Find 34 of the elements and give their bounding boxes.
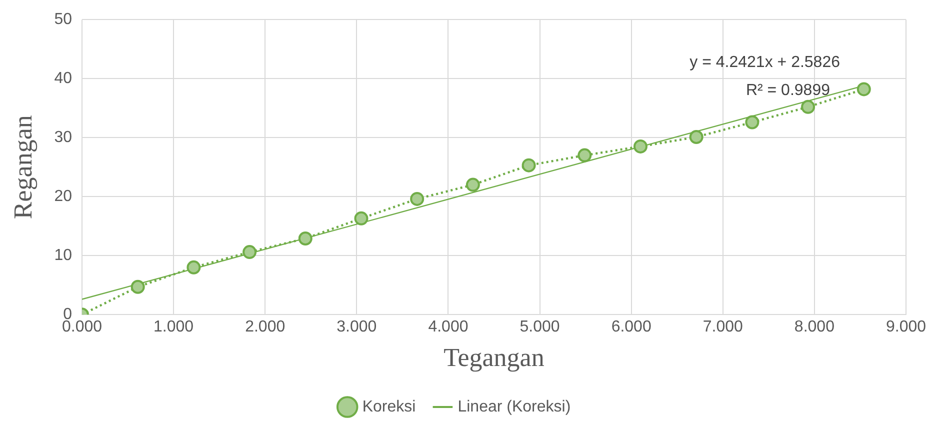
legend-label: Koreksi: [362, 398, 416, 416]
x-tick-label: 9.000: [886, 318, 926, 336]
point: [856, 82, 871, 96]
x-tick-label: 1.000: [154, 318, 194, 336]
y-axis-title: Regangan: [8, 115, 38, 220]
annotation: y = 4.2421x + 2.5826: [690, 54, 840, 72]
y-tick-label: 40: [54, 70, 72, 88]
x-tick-label: 5.000: [520, 318, 560, 336]
point: [801, 100, 816, 114]
point: [242, 245, 257, 260]
x-tick-label: 8.000: [794, 318, 835, 336]
point: [689, 130, 704, 144]
y-tick-label: 20: [54, 188, 72, 206]
x-tick-label: 7.000: [702, 318, 744, 336]
point: [745, 115, 760, 130]
y-tick-label: 50: [54, 11, 72, 28]
y-tick-label: 10: [54, 247, 72, 264]
point: [633, 139, 648, 154]
annotation: R² = 0.9899: [746, 82, 830, 100]
point: [466, 178, 480, 192]
x-tick-label: 4.000: [428, 318, 468, 336]
x-tick-label: 3.000: [336, 318, 377, 336]
y-tick-label: 30: [54, 129, 72, 146]
point: [298, 231, 312, 246]
point: [578, 148, 592, 162]
point: [130, 280, 145, 294]
point: [186, 260, 201, 274]
x-axis-title: Tegangan: [444, 343, 544, 372]
point: [410, 192, 424, 206]
point: [522, 158, 536, 172]
legend-label: Linear (Koreksi): [458, 398, 571, 416]
x-tick-label: 2.000: [245, 318, 286, 336]
x-tick-label: 6.000: [611, 318, 652, 336]
point: [354, 211, 368, 226]
